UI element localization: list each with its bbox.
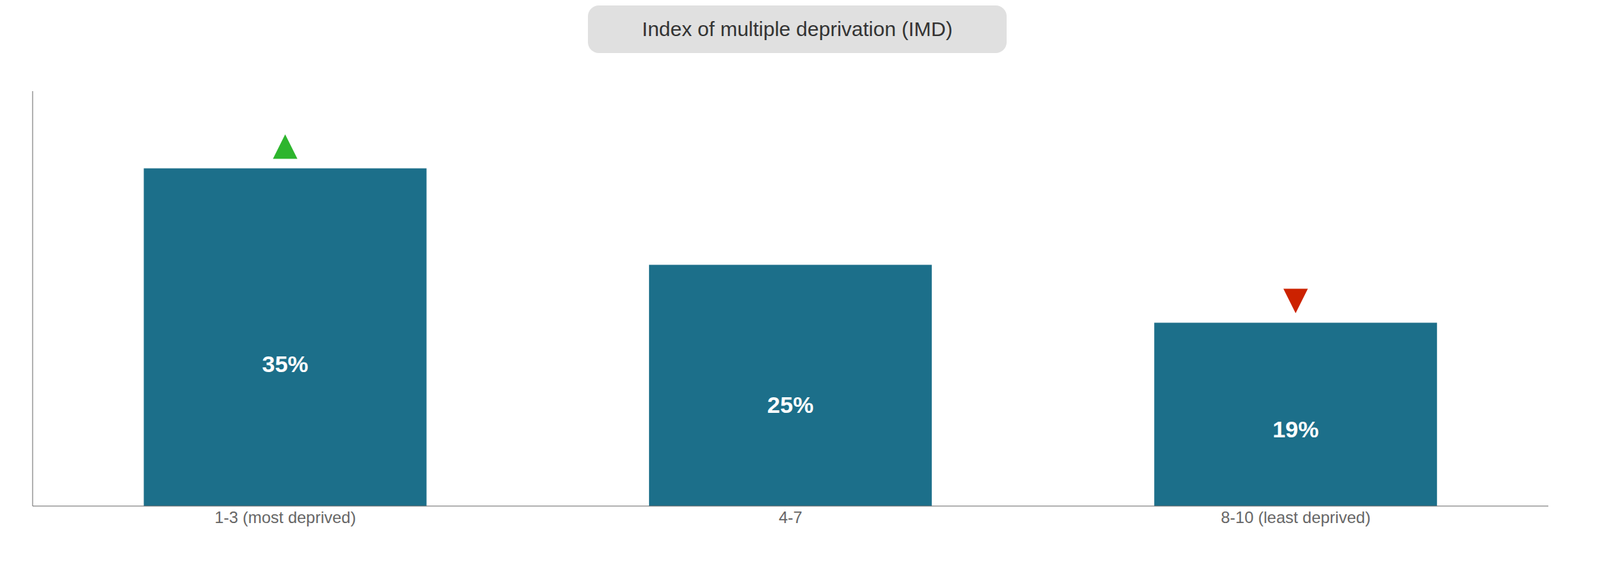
- svg-text:1-3 (most deprived): 1-3 (most deprived): [214, 507, 357, 527]
- svg-text:8-10 (least deprived): 8-10 (least deprived): [1220, 507, 1371, 527]
- svg-text:4-7: 4-7: [778, 507, 803, 527]
- html-text:Index of multiple deprivation: Index of multiple deprivation (IMD): [642, 17, 953, 41]
- svg-text:19%: 19%: [1272, 415, 1319, 442]
- svg-text:35%: 35%: [262, 350, 309, 377]
- svg-text:25%: 25%: [767, 391, 814, 418]
